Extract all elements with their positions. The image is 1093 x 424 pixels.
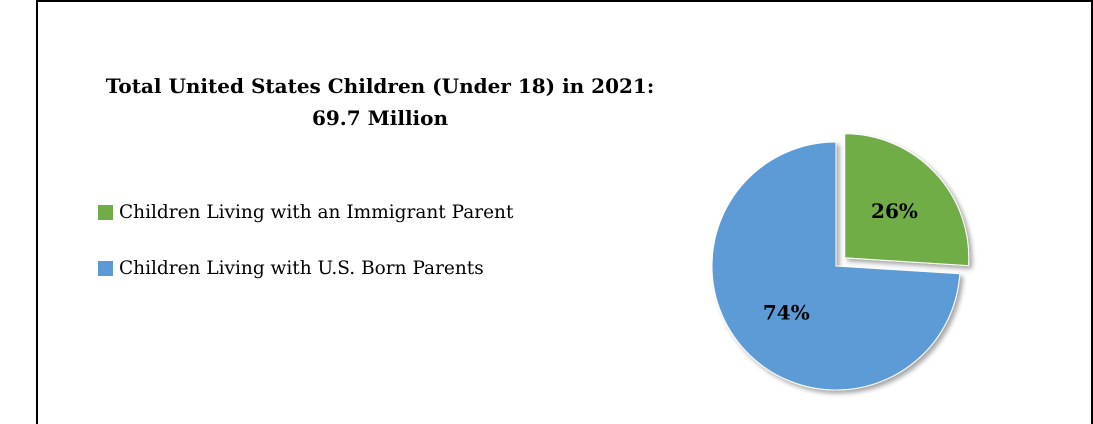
chart-title-block: Total United States Children (Under 18) … bbox=[80, 70, 680, 134]
legend-label-immigrant: Children Living with an Immigrant Parent bbox=[119, 201, 514, 223]
legend-swatch-immigrant bbox=[98, 204, 113, 220]
chart-subtitle: 69.7 Million bbox=[311, 106, 449, 130]
chart-title: Total United States Children (Under 18) … bbox=[105, 74, 655, 98]
legend-swatch-us-born bbox=[98, 260, 113, 276]
legend: Children Living with an Immigrant Parent… bbox=[98, 198, 513, 310]
legend-item-us-born: Children Living with U.S. Born Parents bbox=[98, 254, 513, 282]
chart-frame bbox=[36, 0, 1093, 424]
legend-label-us-born: Children Living with U.S. Born Parents bbox=[119, 257, 484, 279]
legend-item-immigrant: Children Living with an Immigrant Parent bbox=[98, 198, 513, 226]
